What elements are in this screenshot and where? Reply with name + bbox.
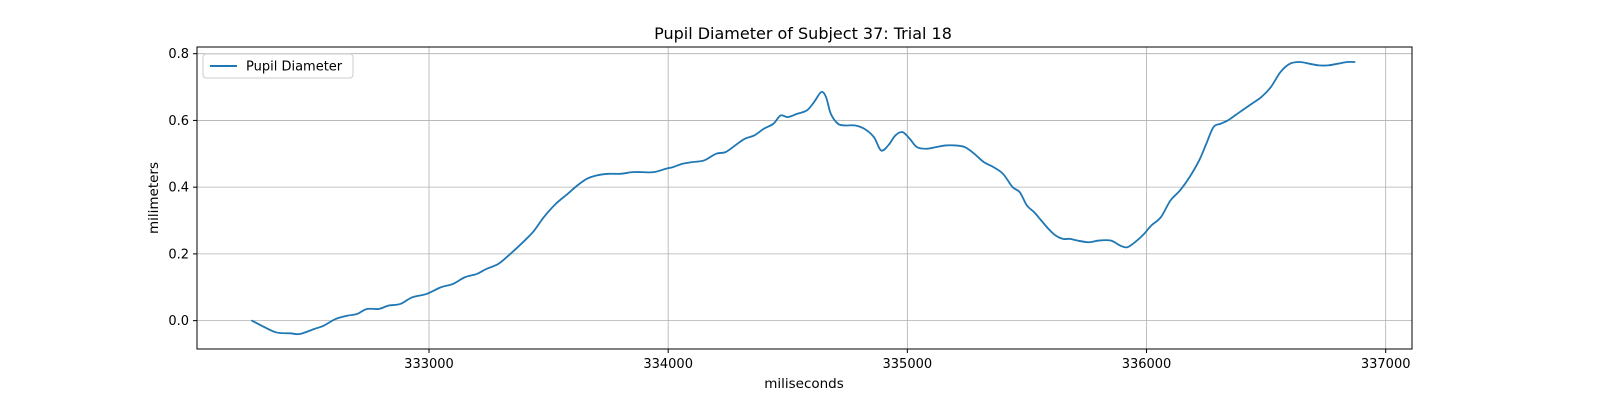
y-axis: 0.0 0.2 0.4 0.6 0.8 <box>168 47 197 329</box>
series-line-pupil-diameter <box>251 60 1356 336</box>
grid <box>197 47 1412 349</box>
x-tick-label: 337000 <box>1361 357 1411 372</box>
y-tick-label: 0.0 <box>168 314 189 329</box>
y-tick-label: 0.4 <box>168 181 189 196</box>
legend-label-pupil-diameter: Pupil Diameter <box>246 60 343 75</box>
chart-title: Pupil Diameter of Subject 37: Trial 18 <box>654 24 952 43</box>
legend-box <box>202 53 354 79</box>
series-layer <box>251 60 1356 336</box>
y-tick-label: 0.2 <box>168 247 189 262</box>
x-axis-title: miliseconds <box>764 376 844 392</box>
x-tick-label: 333000 <box>404 357 454 372</box>
plot-area-frame <box>196 46 1413 350</box>
x-tick-label: 334000 <box>643 357 693 372</box>
y-axis-title: milimeters <box>146 162 162 234</box>
y-tick-label: 0.6 <box>168 114 189 129</box>
x-axis: 333000 334000 335000 336000 337000 <box>404 349 1411 372</box>
legend: Pupil Diameter <box>202 53 354 79</box>
y-tick-label: 0.8 <box>168 47 189 62</box>
x-tick-label: 336000 <box>1122 357 1172 372</box>
x-tick-label: 335000 <box>883 357 933 372</box>
